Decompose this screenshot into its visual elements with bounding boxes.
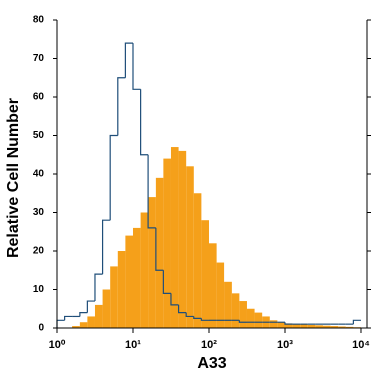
histogram-bar (148, 197, 156, 328)
histogram-bar (300, 324, 308, 328)
histogram-bar (72, 326, 80, 328)
histogram-bar (284, 323, 293, 328)
histogram-step (284, 322, 293, 325)
histogram-bar (102, 289, 111, 328)
histogram-bar (246, 308, 255, 328)
y-axis-label: Relative Cell Number (5, 98, 22, 258)
y-tick-label: 60 (33, 92, 45, 103)
x-axis-label: A33 (197, 355, 226, 372)
histogram-step (155, 227, 164, 271)
histogram-bar (224, 281, 232, 328)
histogram-bar (330, 326, 339, 328)
histogram-step (64, 315, 73, 321)
histogram-step (117, 77, 126, 136)
histogram-step (94, 273, 103, 302)
y-tick-label: 70 (33, 53, 45, 64)
histogram-bar (163, 158, 171, 328)
histogram-bar (315, 325, 323, 328)
histogram-step (185, 312, 194, 318)
x-tick-label: 10¹ (125, 339, 141, 351)
x-tick-label: 10⁰ (49, 339, 66, 351)
y-tick-label: 40 (33, 169, 45, 180)
histogram-bar (208, 243, 217, 328)
y-tick-label: 10 (33, 284, 45, 295)
histogram-bar (269, 320, 278, 328)
histogram-step (86, 300, 95, 313)
histogram-bar (125, 235, 133, 328)
histogram-bar (345, 326, 354, 328)
histogram-bar (170, 147, 179, 328)
histogram-step (56, 319, 65, 328)
histogram-bar (178, 150, 187, 328)
histogram-step (352, 319, 361, 325)
x-tick-label: 10⁴ (352, 339, 370, 351)
histogram-step (177, 304, 187, 314)
histogram-bar (87, 316, 95, 328)
histogram-step (193, 316, 202, 319)
x-tick-label: 10³ (277, 339, 293, 351)
histogram-bar (186, 166, 194, 328)
y-tick-label: 20 (33, 246, 45, 257)
histogram-bar (216, 262, 225, 328)
histogram-step (101, 219, 111, 275)
histogram-bar (231, 293, 240, 328)
histogram-step (200, 318, 209, 321)
histogram-bar (193, 193, 202, 328)
y-tick-label: 50 (33, 130, 45, 141)
histogram-step (238, 320, 247, 323)
histogram-step (79, 312, 88, 317)
y-tick-label: 80 (33, 15, 45, 26)
histogram-step (140, 89, 149, 156)
histogram-bar (132, 227, 141, 328)
histogram-bar (307, 324, 316, 328)
histogram-bar (140, 212, 149, 328)
y-tick-label: 30 (33, 207, 45, 218)
histogram-bar (155, 177, 164, 328)
histogram-bar (110, 266, 118, 328)
histogram-bar (201, 220, 209, 328)
histogram-step (147, 154, 156, 229)
histogram-bar (292, 324, 301, 328)
histogram-step (109, 134, 118, 221)
x-tick-label: 10² (201, 339, 217, 351)
histogram-bar (239, 301, 247, 328)
histogram-bar (322, 325, 331, 328)
histogram-step (162, 270, 171, 294)
histogram-bar (254, 312, 263, 328)
histogram-step (132, 43, 141, 90)
histogram-bar (277, 322, 285, 328)
y-tick-label: 0 (38, 323, 44, 334)
histogram-bar (338, 326, 346, 328)
histogram-step (170, 293, 179, 306)
histogram-bar (79, 322, 88, 328)
histogram-bar (94, 304, 103, 328)
histogram-step (124, 42, 133, 78)
histogram-bar (117, 251, 126, 328)
